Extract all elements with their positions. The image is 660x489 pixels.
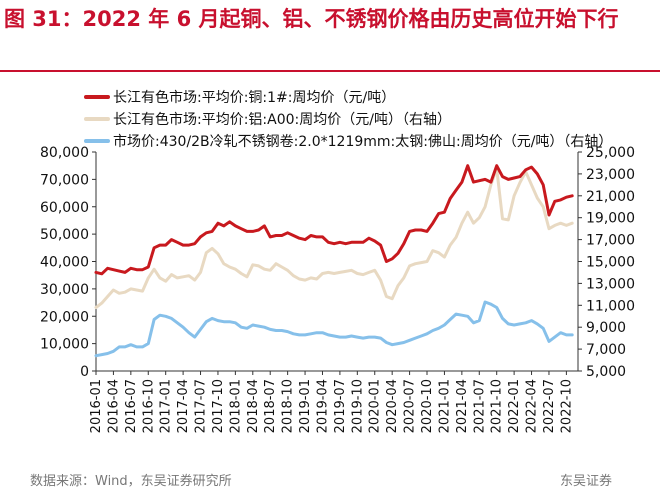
y-left-tick-label: 10,000 <box>40 337 89 353</box>
chart-legend: 长江有色市场:平均价:铜:1#:周均价（元/吨） 长江有色市场:平均价:铝:A0… <box>84 86 612 152</box>
x-tick-label: 2022-07 <box>542 379 557 433</box>
x-tick-label: 2022-04 <box>525 379 540 433</box>
y-right-tick-label: 9,000 <box>586 320 626 336</box>
x-tick-label: 2016-10 <box>141 379 156 433</box>
y-right-tick-label: 21,000 <box>586 189 635 205</box>
x-tick-label: 2021-04 <box>455 379 470 433</box>
x-tick-label: 2017-10 <box>211 379 226 433</box>
x-tick-label: 2022-10 <box>559 379 574 433</box>
legend-item-copper: 长江有色市场:平均价:铜:1#:周均价（元/吨） <box>84 86 612 108</box>
series-line-stainless <box>94 300 574 358</box>
y-left-tick-label: 60,000 <box>40 200 89 216</box>
x-tick-label: 2022-01 <box>507 379 522 433</box>
x-tick-label: 2019-07 <box>333 379 348 433</box>
y-left-tick-label: 30,000 <box>40 282 89 298</box>
y-right-tick-label: 23,000 <box>586 167 635 183</box>
y-right-tick-label: 15,000 <box>586 255 635 271</box>
y-right-tick-label: 5,000 <box>586 364 626 380</box>
brand-mark: 东吴证券 <box>560 474 613 489</box>
x-tick-label: 2017-04 <box>176 379 191 433</box>
x-tick-label: 2019-04 <box>315 379 330 433</box>
series-line-copper <box>94 164 574 276</box>
x-tick-label: 2020-04 <box>385 379 400 433</box>
x-tick-label: 2020-01 <box>368 379 383 433</box>
x-tick-label: 2021-10 <box>490 379 505 433</box>
y-right-tick-label: 11,000 <box>586 298 635 314</box>
legend-label-stainless: 市场价:430/2B冷轧不锈钢卷:2.0*1219mm:太钢:佛山:周均价（元/… <box>113 134 613 150</box>
x-tick-label: 2016-04 <box>106 379 121 433</box>
chart-axes: 0 10,000 20,000 30,000 40,000 50,000 60,000 70,… <box>40 145 635 433</box>
y-right-tick-label: 17,000 <box>586 233 635 249</box>
chart-series <box>94 164 574 358</box>
x-tick-label: 2017-01 <box>159 379 174 433</box>
series-line-aluminum <box>94 166 574 309</box>
source-note: 数据来源：Wind，东吴证券研究所 <box>30 474 232 489</box>
y-left-tick-label: 70,000 <box>40 172 89 188</box>
legend-label-copper: 长江有色市场:平均价:铜:1#:周均价（元/吨） <box>113 90 396 106</box>
x-tick-label: 2020-10 <box>420 379 435 433</box>
y-left-tick-label: 40,000 <box>40 255 89 271</box>
legend-swatch-copper <box>84 95 110 99</box>
x-tick-label: 2018-07 <box>263 379 278 433</box>
x-tick-label: 2019-01 <box>298 379 313 433</box>
x-tick-label: 2020-07 <box>403 379 418 433</box>
legend-item-aluminum: 长江有色市场:平均价:铝:A00:周均价（元/吨）（右轴） <box>84 108 612 130</box>
legend-swatch-aluminum <box>84 117 110 121</box>
legend-label-aluminum: 长江有色市场:平均价:铝:A00:周均价（元/吨）（右轴） <box>113 112 451 128</box>
x-tick-label: 2019-10 <box>350 379 365 433</box>
x-tick-label: 2016-07 <box>124 379 139 433</box>
y-left-tick-label: 50,000 <box>40 227 89 243</box>
x-tick-label: 2021-01 <box>437 379 452 433</box>
y-right-tick-label: 13,000 <box>586 276 635 292</box>
x-tick-label: 2018-04 <box>246 379 261 433</box>
page-title: 图 31：2022 年 6 月起铜、铝、不锈钢价格由历史高位开始下行 <box>4 7 619 31</box>
y-left-tick-label: 0 <box>80 364 89 380</box>
y-right-tick-label: 19,000 <box>586 211 635 227</box>
legend-swatch-stainless <box>84 139 110 143</box>
y-left-tick-label: 20,000 <box>40 309 89 325</box>
x-tick-label: 2017-07 <box>194 379 209 433</box>
x-tick-label: 2018-01 <box>228 379 243 433</box>
legend-item-stainless: 市场价:430/2B冷轧不锈钢卷:2.0*1219mm:太钢:佛山:周均价（元/… <box>84 130 612 152</box>
x-tick-label: 2021-07 <box>472 379 487 433</box>
y-right-tick-label: 7,000 <box>586 342 626 358</box>
x-tick-label: 2018-10 <box>281 379 296 433</box>
title-divider <box>0 70 660 72</box>
x-tick-label: 2016-01 <box>89 379 104 433</box>
y-left-tick-label: 80,000 <box>40 145 89 161</box>
